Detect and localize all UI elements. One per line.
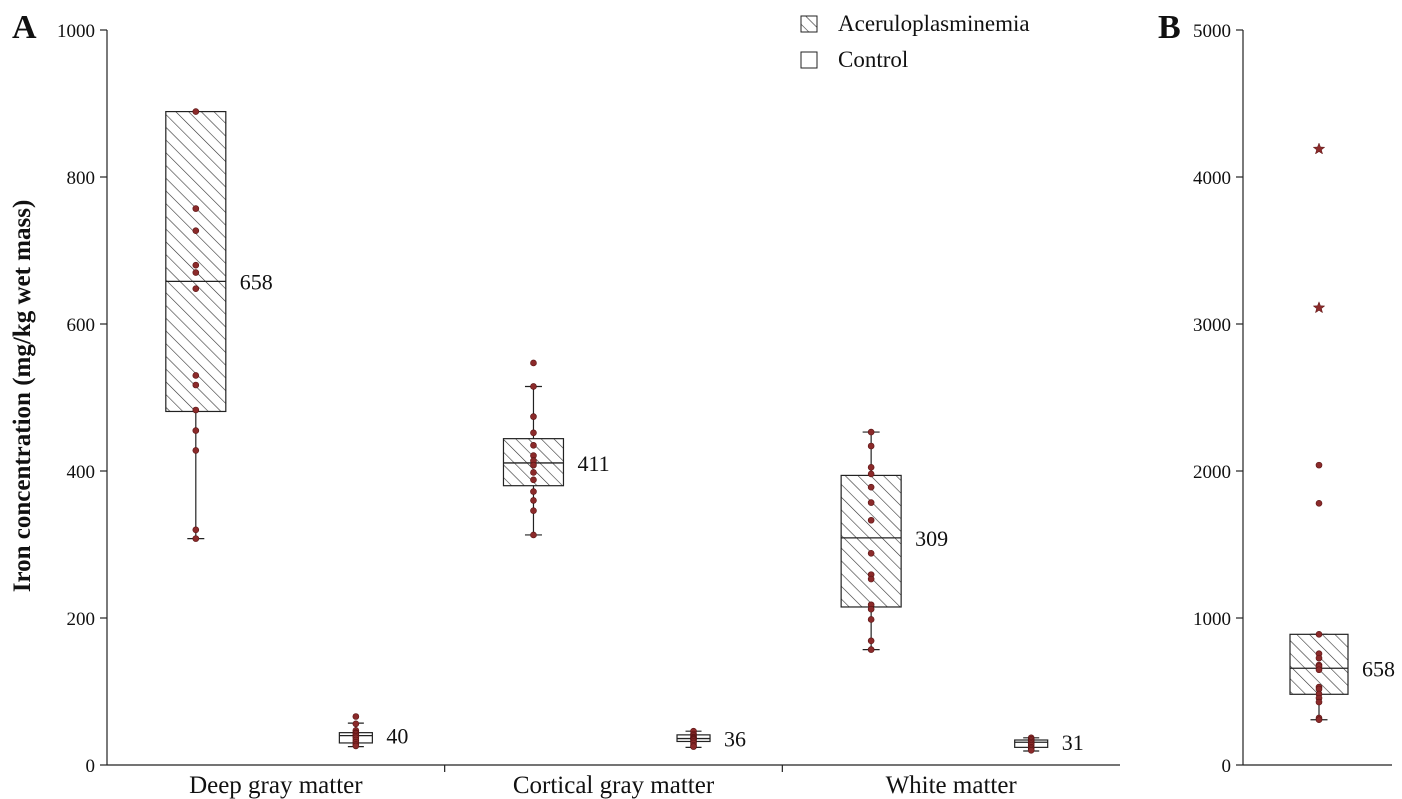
- case-box-cortical-gray-matter-point: [530, 497, 537, 504]
- case-box-panel-b-median-label: 658: [1362, 656, 1395, 681]
- case-box-deep-gray-matter-point: [192, 108, 200, 115]
- control-box-white-matter-median-label: 31: [1062, 730, 1084, 755]
- case-box-panel-b-extreme-point: [1312, 301, 1326, 314]
- case-box-white-matter-point: [867, 637, 875, 645]
- case-box-deep-gray-matter-point: [192, 427, 200, 434]
- case-box-panel-b-point: [1315, 500, 1323, 507]
- case-box-white-matter-point: [867, 550, 875, 557]
- panel-a-y-tick-label: 1000: [57, 21, 95, 42]
- case-box-white-matter-point: [867, 464, 875, 471]
- panel-b-y-tick-label: 0: [1222, 756, 1232, 777]
- case-box-panel-b-point: [1315, 666, 1323, 674]
- case-box-deep-gray-matter-point: [192, 372, 200, 379]
- case-box-cortical-gray-matter-point: [530, 413, 537, 420]
- case-box-white-matter-point: [867, 646, 875, 653]
- panel-b-y-tick-label: 1000: [1193, 609, 1231, 630]
- case-box-panel-b-point: [1315, 461, 1323, 469]
- case-box-white-matter-point: [867, 483, 875, 491]
- panel-b-plot: 0 1000 2000 3000 4000 5000 658: [1193, 21, 1395, 777]
- control-box-white-matter-point: [1027, 746, 1035, 754]
- case-box-deep-gray-matter-point: [192, 205, 200, 212]
- control-box-deep-gray-matter-median-label: 40: [386, 724, 408, 749]
- case-box-cortical-gray-matter-point: [530, 461, 537, 469]
- case-box-deep-gray-matter-point: [192, 381, 200, 389]
- panel-a-category-label: Deep gray matter: [189, 772, 363, 799]
- case-box-deep-gray-matter-point: [192, 285, 200, 293]
- case-box-panel-b-point: [1315, 631, 1323, 638]
- case-box-cortical-gray-matter-median-label: 411: [577, 451, 609, 476]
- legend-swatch-control: [800, 51, 818, 69]
- panel-a-y-tick-label: 0: [86, 756, 96, 777]
- case-box-cortical-gray-matter-point: [530, 531, 537, 539]
- panel-a-category-label: Cortical gray matter: [513, 772, 715, 799]
- panel-letter-b: B: [1158, 9, 1181, 46]
- case-box-white-matter-point: [867, 499, 875, 506]
- case-box-deep-gray-matter-point: [192, 447, 200, 454]
- case-box-white-matter-point: [867, 442, 875, 450]
- case-box-cortical-gray-matter-point: [530, 383, 537, 390]
- panel-a-category-label: White matter: [886, 772, 1018, 799]
- panel-b-y-tick-label: 4000: [1193, 168, 1231, 189]
- legend-label-control: Control: [838, 47, 908, 72]
- case-box-deep-gray-matter-point: [192, 406, 200, 414]
- case-box-cortical-gray-matter-point: [530, 476, 537, 484]
- legend-swatch-aceruloplasminemia: [800, 15, 818, 33]
- case-box-white-matter-point: [867, 616, 875, 623]
- panel-b-y-tick-label: 5000: [1193, 21, 1231, 42]
- case-box-cortical-gray-matter-point: [530, 441, 537, 449]
- case-box-white-matter-point: [867, 605, 875, 613]
- case-box-panel-b-extreme-point: [1312, 142, 1326, 155]
- panel-a-y-tick-label: 800: [67, 168, 96, 189]
- case-box-deep-gray-matter-point: [192, 261, 200, 269]
- case-box-panel-b-point: [1315, 654, 1323, 662]
- control-box-cortical-gray-matter-median-label: 36: [724, 727, 746, 752]
- panel-letter-a: A: [12, 9, 37, 46]
- case-box-cortical-gray-matter-point: [530, 429, 537, 437]
- control-box-cortical-gray-matter-point: [690, 743, 697, 750]
- case-box-cortical-gray-matter-point: [530, 488, 537, 495]
- case-box-white-matter-median-label: 309: [915, 526, 948, 551]
- control-box-deep-gray-matter-point: [352, 742, 360, 750]
- case-box-white-matter-point: [867, 575, 875, 583]
- case-box-white-matter-point: [867, 516, 875, 524]
- case-box-deep-gray-matter-point: [192, 269, 200, 276]
- case-box-panel-b-point: [1315, 698, 1323, 706]
- panel-a-plot: 0 200 400 600 800 1000 Deep gray matter Cortica…: [57, 21, 1120, 799]
- case-box-cortical-gray-matter-point: [530, 507, 537, 514]
- legend-label-aceruloplasminemia: Aceruloplasminemia: [838, 11, 1030, 36]
- control-box-deep-gray-matter-point: [352, 713, 360, 720]
- case-box-deep-gray-matter-point: [192, 526, 200, 534]
- control-box-deep-gray-matter-point: [352, 720, 360, 728]
- case-box-cortical-gray-matter-point: [530, 469, 537, 476]
- case-box-deep-gray-matter-median-label: 658: [240, 269, 273, 294]
- legend: Aceruloplasminemia Control: [800, 11, 1030, 72]
- case-box-white-matter-point: [867, 428, 875, 436]
- case-box-deep-gray-matter-box: [165, 110, 227, 413]
- panel-b-y-tick-label: 3000: [1193, 315, 1231, 336]
- panel-b-y-tick-label: 2000: [1193, 462, 1231, 483]
- panel-a-y-tick-label: 200: [67, 609, 96, 630]
- case-box-panel-b-point: [1315, 716, 1323, 724]
- y-axis-label: Iron concentration (mg/kg wet mass): [9, 200, 36, 593]
- panel-a-y-tick-label: 400: [67, 462, 96, 483]
- case-box-white-matter-box: [840, 474, 902, 608]
- case-box-deep-gray-matter-point: [192, 227, 200, 234]
- case-box-cortical-gray-matter-point: [530, 359, 537, 367]
- case-box-deep-gray-matter-point: [192, 535, 200, 542]
- case-box-white-matter-point: [867, 470, 875, 478]
- panel-a-y-tick-label: 600: [67, 315, 96, 336]
